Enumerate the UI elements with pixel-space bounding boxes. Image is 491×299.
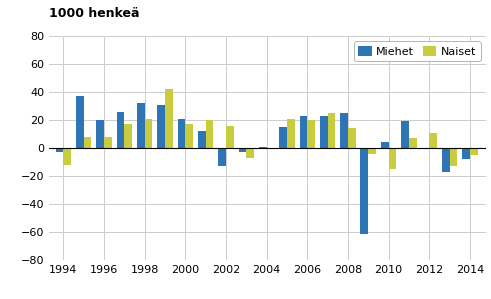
Bar <box>165 89 173 148</box>
Bar <box>259 147 267 148</box>
Bar <box>185 124 193 148</box>
Bar <box>198 131 206 148</box>
Bar <box>320 116 327 148</box>
Bar <box>157 105 165 148</box>
Bar <box>218 148 226 166</box>
Bar <box>327 113 335 148</box>
Bar <box>470 148 478 155</box>
Bar <box>429 132 437 148</box>
Bar <box>96 120 104 148</box>
Bar <box>340 113 348 148</box>
Bar <box>63 148 71 165</box>
Bar <box>116 112 124 148</box>
Bar <box>83 137 91 148</box>
Bar <box>226 126 234 148</box>
Bar <box>206 120 213 148</box>
Bar <box>246 148 254 158</box>
Bar <box>267 148 274 150</box>
Bar <box>348 128 355 148</box>
Bar <box>368 148 376 154</box>
Bar <box>421 148 429 150</box>
Bar <box>104 137 111 148</box>
Text: 1000 henkeä: 1000 henkeä <box>49 7 139 20</box>
Bar <box>137 103 145 148</box>
Bar <box>442 148 449 172</box>
Bar <box>239 148 246 152</box>
Bar <box>124 124 132 148</box>
Bar <box>360 148 368 234</box>
Bar <box>279 127 287 148</box>
Bar <box>449 148 457 166</box>
Bar <box>300 116 307 148</box>
Bar <box>145 119 152 148</box>
Bar <box>462 148 470 159</box>
Bar <box>381 142 388 148</box>
Bar <box>409 138 416 148</box>
Bar <box>287 119 295 148</box>
Bar <box>55 148 63 152</box>
Bar <box>307 120 315 148</box>
Legend: Miehet, Naiset: Miehet, Naiset <box>354 42 481 61</box>
Bar <box>388 148 396 169</box>
Bar <box>178 119 185 148</box>
Bar <box>401 121 409 148</box>
Bar <box>76 96 83 148</box>
